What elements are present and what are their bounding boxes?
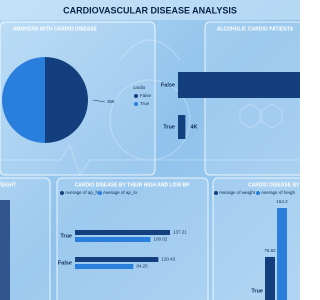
leader-line — [92, 99, 106, 103]
legend-swatch — [134, 102, 138, 106]
panel-title: SMOKERS WITH CARDIO DISEASE — [13, 26, 98, 32]
decor — [0, 39, 300, 177]
panel-title: ALCOHOLIC CARDIO PATIENTS — [217, 26, 294, 32]
pie-slice — [45, 57, 88, 143]
panel — [204, 21, 300, 176]
panel-title: WEIGHT — [0, 182, 16, 188]
legend-label: Average of heigh — [261, 190, 295, 195]
bar — [75, 237, 151, 242]
legend-swatch — [60, 191, 64, 195]
category-label: True — [251, 288, 263, 294]
legend-swatch — [98, 191, 102, 195]
legend-swatch — [256, 191, 260, 195]
title-bar — [0, 0, 300, 20]
bar — [75, 264, 134, 269]
data-label: 137.21 — [173, 230, 187, 235]
bar — [178, 115, 186, 139]
bar — [75, 230, 170, 235]
panel-title: CARDIO DISEASE BY — [248, 182, 300, 188]
legend-label: Average of weight — [219, 190, 256, 195]
data-label: 4K — [190, 124, 197, 130]
bar — [265, 256, 275, 300]
category-label: True — [60, 233, 72, 239]
legend-label: True — [140, 101, 150, 106]
bar — [277, 208, 287, 300]
legend-swatch — [214, 191, 218, 195]
legend-label: Average of ap_hi — [65, 190, 99, 195]
legend-label: Average of ap_lo — [103, 190, 137, 195]
category-label: False — [58, 260, 72, 266]
cut-off-bar — [0, 200, 10, 300]
dashboard: CARDIOVASCULAR DISEASE ANALYSIS SMOKERS … — [0, 0, 300, 300]
panel-title: CARDIO DISEASE BY THEIR HIGH AND LOW BP — [74, 182, 190, 188]
legend-label: False — [140, 93, 152, 98]
legend-swatch — [134, 94, 138, 98]
data-label: 76.82 — [264, 248, 276, 253]
legend-title: cardio — [133, 85, 146, 90]
panel — [0, 177, 51, 300]
data-label: 120.43 — [161, 257, 175, 262]
data-label: 164.2 — [276, 199, 288, 204]
bar — [75, 257, 159, 262]
category-label: True — [163, 124, 175, 130]
pie-slice — [2, 57, 45, 143]
data-label: 84.25 — [136, 264, 148, 269]
data-label: 35K — [107, 99, 115, 104]
category-label: False — [161, 82, 175, 88]
data-label: 109.02 — [153, 237, 167, 242]
dashboard-title: CARDIOVASCULAR DISEASE ANALYSIS — [63, 5, 237, 15]
bar — [178, 72, 300, 98]
